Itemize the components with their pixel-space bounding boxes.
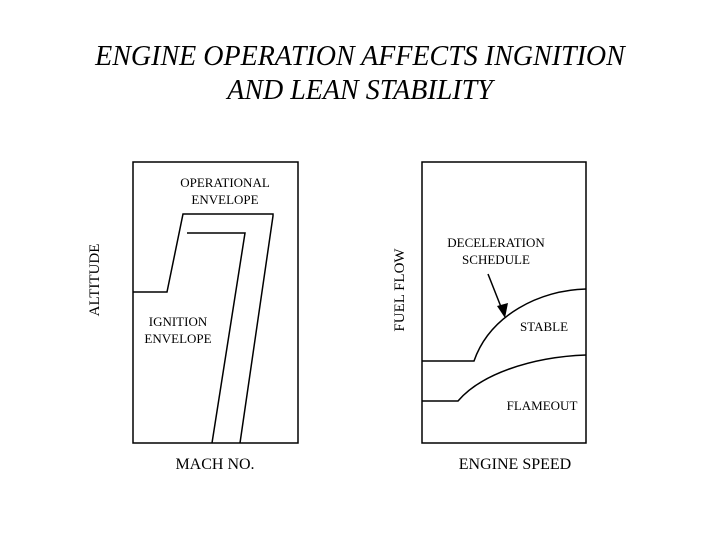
title-line-1: ENGINE OPERATION AFFECTS INGNITION bbox=[95, 41, 625, 72]
ignition-envelope-label-2: ENVELOPE bbox=[144, 331, 211, 346]
deceleration-schedule-curve bbox=[422, 288, 587, 362]
slide-title: ENGINE OPERATION AFFECTS INGNITION AND L… bbox=[0, 40, 720, 108]
right-panel-frame bbox=[421, 161, 587, 444]
ignition-envelope-label-1: IGNITION bbox=[149, 314, 208, 329]
operational-envelope-boundary bbox=[133, 213, 274, 444]
stable-label: STABLE bbox=[520, 319, 568, 334]
deceleration-schedule-label-2: SCHEDULE bbox=[462, 252, 530, 267]
deceleration-schedule-label-1: DECELERATION bbox=[447, 235, 545, 250]
left-panel: OPERATIONAL ENVELOPE IGNITION ENVELOPE A… bbox=[87, 161, 299, 473]
flameout-label: FLAMEOUT bbox=[507, 398, 578, 413]
operational-envelope-label-1: OPERATIONAL bbox=[180, 175, 270, 190]
mach-axis-label: MACH NO. bbox=[175, 456, 254, 473]
altitude-axis-label: ALTITUDE bbox=[87, 244, 103, 317]
deceleration-arrow-head bbox=[497, 303, 508, 318]
flameout-curve bbox=[422, 354, 587, 402]
left-panel-frame bbox=[132, 161, 299, 444]
right-panel: DECELERATION SCHEDULE STABLE FLAMEOUT FU… bbox=[392, 161, 587, 473]
engine-speed-axis-label: ENGINE SPEED bbox=[459, 456, 571, 473]
ignition-envelope-boundary bbox=[187, 232, 246, 444]
fuel-flow-axis-label: FUEL FLOW bbox=[392, 248, 408, 332]
operational-envelope-label-2: ENVELOPE bbox=[191, 192, 258, 207]
title-line-2: AND LEAN STABILITY bbox=[227, 75, 493, 106]
